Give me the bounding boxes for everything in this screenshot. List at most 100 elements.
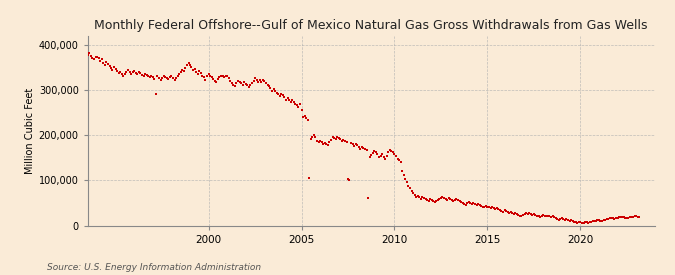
Point [307,135,318,139]
Point [471,202,482,207]
Point [273,92,284,97]
Point [586,220,597,224]
Point [182,62,192,67]
Point [385,147,396,152]
Point [253,80,264,84]
Point [160,75,171,79]
Point [560,218,570,222]
Point [141,73,152,77]
Point [414,195,425,200]
Point [76,57,87,61]
Point [580,220,591,224]
Point [378,155,389,159]
Point [403,183,414,188]
Point [231,81,242,85]
Point [223,76,234,80]
Point [112,69,123,73]
Point [323,143,333,147]
Point [488,206,499,211]
Point [416,197,427,202]
Point [496,209,507,213]
Point [74,55,85,60]
Point [286,100,296,104]
Point [98,61,109,65]
Point [472,202,483,206]
Point [343,176,354,181]
Point [510,211,520,215]
Point [310,135,321,139]
Point [147,75,158,79]
Point [97,57,107,61]
Point [598,218,609,222]
Point [482,204,493,209]
Point [402,180,412,184]
Point [404,186,415,191]
Point [355,147,366,151]
Point [99,63,110,67]
Point [215,73,226,78]
Point [115,70,126,74]
Point [562,218,573,222]
Point [230,84,240,89]
Point [587,219,598,223]
Point [422,198,433,202]
Point [411,194,422,199]
Point [172,74,183,79]
Point [564,219,575,223]
Point [121,70,132,74]
Point [569,220,580,224]
Point [628,215,639,219]
Point [276,91,287,96]
Point [554,218,564,222]
Point [609,217,620,221]
Point [623,216,634,221]
Point [525,211,536,216]
Point [296,108,307,112]
Point [183,61,194,65]
Point [589,219,599,223]
Point [211,80,222,84]
Point [130,71,141,75]
Point [512,211,522,216]
Point [105,66,116,70]
Point [585,220,595,224]
Point [312,138,323,143]
Point [304,175,315,180]
Point [516,214,527,219]
Point [392,156,403,161]
Point [551,217,562,221]
Point [481,204,491,208]
Point [431,199,441,203]
Point [475,202,485,207]
Point [261,81,271,85]
Point [611,216,622,221]
Point [555,217,566,221]
Point [184,62,195,67]
Point [529,211,539,216]
Point [166,74,177,79]
Point [146,73,157,78]
Point [537,213,547,218]
Point [259,79,270,83]
Point [427,198,437,202]
Point [374,155,385,159]
Point [78,56,88,60]
Point [167,76,178,80]
Point [507,211,518,215]
Point [103,62,113,66]
Point [316,140,327,145]
Point [116,72,127,76]
Point [556,216,567,221]
Point [506,210,516,214]
Point [123,68,134,72]
Point [129,69,140,73]
Point [302,118,313,122]
Point [428,199,439,203]
Point [608,216,618,221]
Point [450,198,460,202]
Point [171,76,182,80]
Point [186,65,197,70]
Point [632,215,643,219]
Point [262,83,273,88]
Point [248,79,259,83]
